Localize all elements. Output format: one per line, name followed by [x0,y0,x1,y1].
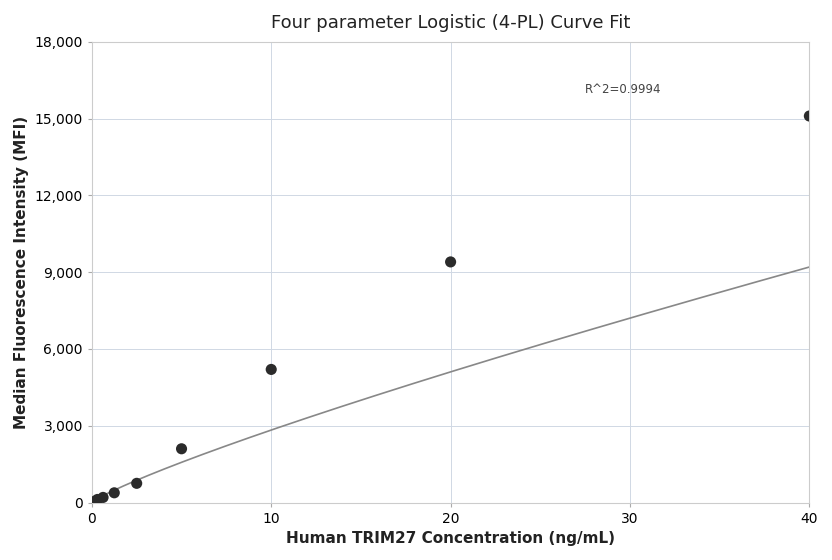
Point [175,444,188,453]
Point [107,488,121,497]
Point [803,111,816,120]
Point [97,493,110,502]
Point [88,497,102,506]
Title: Four parameter Logistic (4-PL) Curve Fit: Four parameter Logistic (4-PL) Curve Fit [271,14,631,32]
Point [265,365,278,374]
Point [444,258,458,267]
Text: R^2=0.9994: R^2=0.9994 [585,83,661,96]
Point [91,495,104,504]
Point [130,479,143,488]
X-axis label: Human TRIM27 Concentration (ng/mL): Human TRIM27 Concentration (ng/mL) [286,531,615,546]
Y-axis label: Median Fluorescence Intensity (MFI): Median Fluorescence Intensity (MFI) [14,115,29,429]
